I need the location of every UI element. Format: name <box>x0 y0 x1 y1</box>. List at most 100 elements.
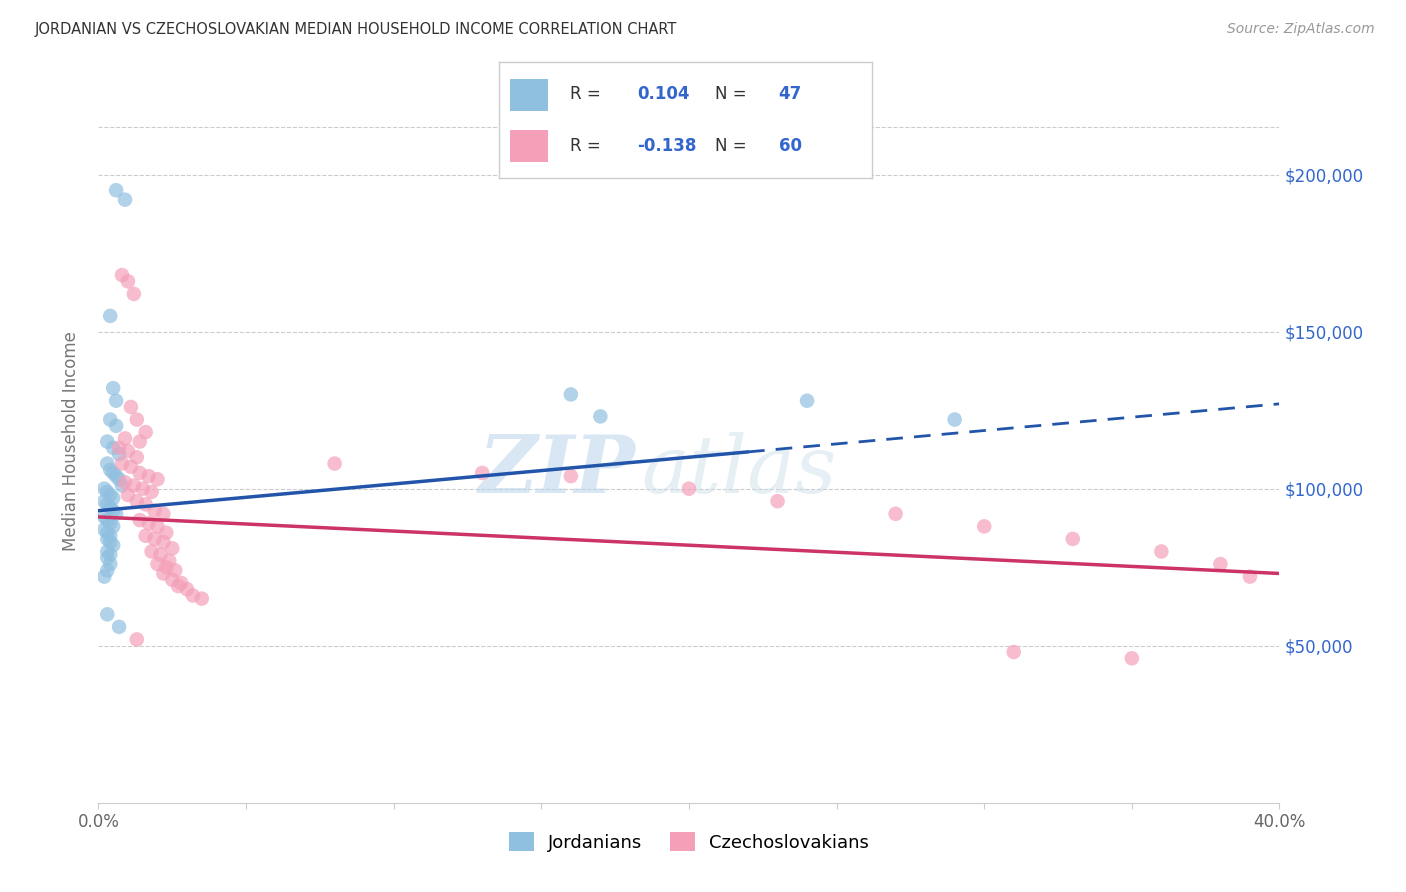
Point <box>162 541 183 556</box>
Point <box>141 484 163 499</box>
Point <box>128 513 150 527</box>
Point <box>143 532 166 546</box>
Point <box>96 513 118 527</box>
Point <box>96 607 118 622</box>
Point <box>138 469 160 483</box>
Point <box>96 532 118 546</box>
Point <box>117 488 139 502</box>
Point <box>103 381 125 395</box>
Point <box>105 469 128 483</box>
Bar <box>510 78 547 112</box>
Point <box>560 469 582 483</box>
Point <box>152 507 174 521</box>
Point <box>103 491 125 505</box>
Point <box>103 441 125 455</box>
Point <box>111 457 134 471</box>
Point <box>98 529 121 543</box>
Point <box>157 554 180 568</box>
Point <box>165 563 187 577</box>
Point <box>132 482 155 496</box>
Point <box>167 579 190 593</box>
Point <box>98 557 121 571</box>
Legend: Jordanians, Czechoslovakians: Jordanians, Czechoslovakians <box>502 824 876 859</box>
Point <box>98 500 121 515</box>
Point <box>122 478 145 492</box>
Point <box>108 620 131 634</box>
Point <box>96 550 118 565</box>
Point <box>105 418 128 433</box>
Point <box>103 519 125 533</box>
Point <box>108 447 131 461</box>
Text: R =: R = <box>569 85 600 103</box>
Point <box>323 457 346 471</box>
Point <box>98 548 121 562</box>
Point <box>103 503 125 517</box>
Point <box>146 557 169 571</box>
Point <box>1002 645 1025 659</box>
Point <box>98 309 121 323</box>
Point <box>98 516 121 531</box>
Point <box>1062 532 1084 546</box>
Y-axis label: Median Household Income: Median Household Income <box>62 332 80 551</box>
Point <box>155 560 177 574</box>
Point <box>108 472 131 486</box>
Text: 60: 60 <box>779 137 801 155</box>
Point <box>181 589 204 603</box>
Point <box>105 393 128 408</box>
Point <box>125 450 148 465</box>
Point <box>176 582 198 597</box>
Point <box>93 482 115 496</box>
Point <box>98 488 121 502</box>
Point <box>589 409 612 424</box>
Point <box>146 519 169 533</box>
Point <box>96 497 118 511</box>
Text: 0.104: 0.104 <box>637 85 689 103</box>
Point <box>138 516 160 531</box>
Text: R =: R = <box>569 137 600 155</box>
Point <box>120 400 142 414</box>
Point <box>128 434 150 449</box>
Point <box>471 466 494 480</box>
Point <box>96 525 118 540</box>
Point <box>149 548 172 562</box>
Point <box>766 494 789 508</box>
Text: Source: ZipAtlas.com: Source: ZipAtlas.com <box>1227 22 1375 37</box>
Text: N =: N = <box>716 137 747 155</box>
Point <box>141 544 163 558</box>
Point <box>96 484 118 499</box>
Point <box>105 183 128 197</box>
Point <box>103 538 125 552</box>
Point <box>135 497 157 511</box>
Point <box>135 529 157 543</box>
Point <box>191 591 214 606</box>
Point <box>1150 544 1173 558</box>
Point <box>135 425 157 439</box>
Point <box>98 412 121 426</box>
Point <box>122 286 145 301</box>
Point <box>111 268 134 282</box>
Point <box>678 482 700 496</box>
Point <box>146 472 169 486</box>
Point <box>152 566 174 581</box>
Point <box>117 274 139 288</box>
Point <box>114 475 136 490</box>
Point <box>117 444 139 458</box>
Point <box>96 544 118 558</box>
Point <box>943 412 966 426</box>
Text: 47: 47 <box>779 85 801 103</box>
Point <box>103 466 125 480</box>
Text: atlas: atlas <box>641 432 837 509</box>
Point <box>170 575 193 590</box>
Point <box>108 441 131 455</box>
Point <box>96 434 118 449</box>
Point <box>796 393 818 408</box>
Point <box>973 519 995 533</box>
Point <box>96 563 118 577</box>
Point <box>162 573 183 587</box>
Point <box>93 494 115 508</box>
Point <box>125 412 148 426</box>
Bar <box>510 129 547 162</box>
Point <box>120 459 142 474</box>
Point <box>1209 557 1232 571</box>
Point <box>128 466 150 480</box>
